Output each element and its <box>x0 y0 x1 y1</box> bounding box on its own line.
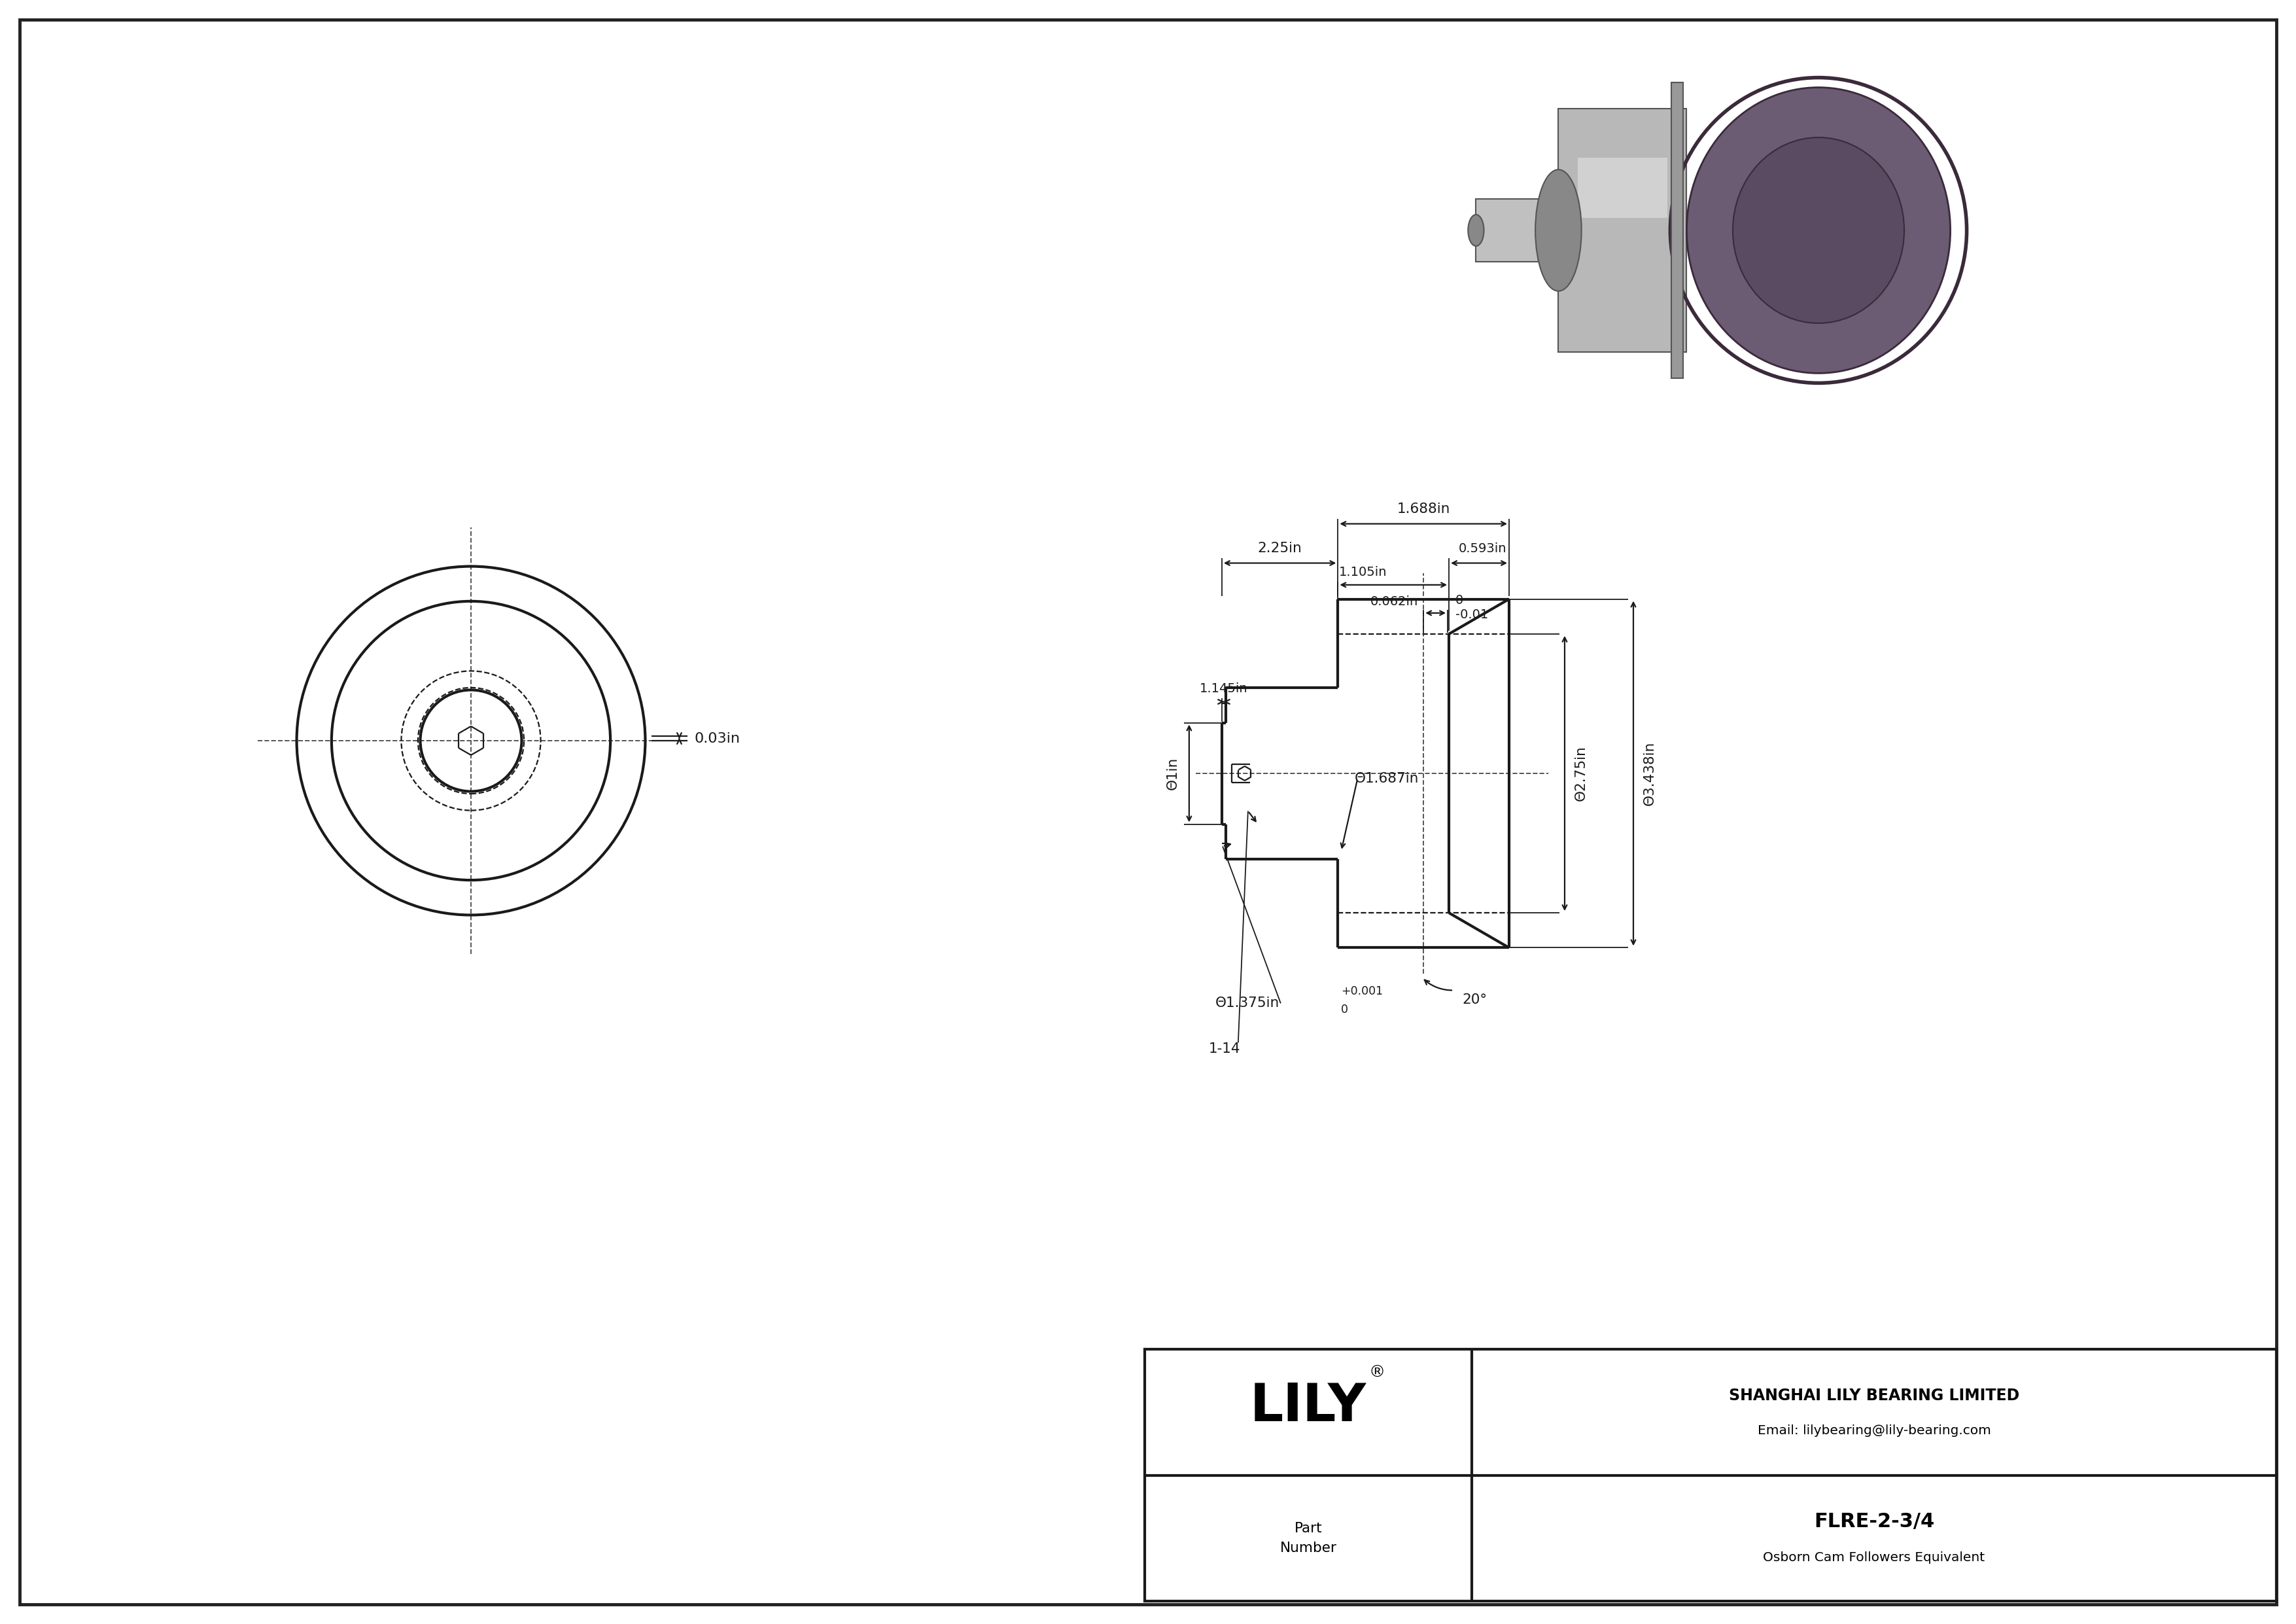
Text: -0.01: -0.01 <box>1456 609 1488 620</box>
Bar <box>1559 109 1688 352</box>
Text: Part
Number: Part Number <box>1279 1522 1336 1554</box>
Text: +0.001: +0.001 <box>1341 986 1382 997</box>
Ellipse shape <box>1733 138 1903 323</box>
Text: 2.25in: 2.25in <box>1258 541 1302 554</box>
Text: Osborn Cam Followers Equivalent: Osborn Cam Followers Equivalent <box>1763 1551 1986 1564</box>
Text: 0: 0 <box>1456 594 1463 606</box>
Text: Email: lilybearing@lily-bearing.com: Email: lilybearing@lily-bearing.com <box>1756 1424 1991 1437</box>
Text: Θ3.438in: Θ3.438in <box>1644 741 1655 806</box>
Text: LILY: LILY <box>1249 1382 1366 1432</box>
Text: 0: 0 <box>1341 1004 1348 1015</box>
Text: 0.03in: 0.03in <box>693 732 739 745</box>
Text: ®: ® <box>1368 1366 1384 1380</box>
Text: 1.105in: 1.105in <box>1339 565 1387 578</box>
Text: SHANGHAI LILY BEARING LIMITED: SHANGHAI LILY BEARING LIMITED <box>1729 1389 2020 1403</box>
Bar <box>1577 158 1667 218</box>
Text: Θ1.687in: Θ1.687in <box>1355 771 1419 784</box>
Ellipse shape <box>1688 88 1949 374</box>
Text: FLRE-2-3/4: FLRE-2-3/4 <box>1814 1512 1933 1531</box>
Bar <box>1476 198 1564 261</box>
Text: 1-14: 1-14 <box>1208 1043 1240 1056</box>
Text: 1.688in: 1.688in <box>1396 502 1451 515</box>
Text: 20°: 20° <box>1463 994 1488 1007</box>
Ellipse shape <box>1536 169 1582 291</box>
Bar <box>1671 83 1683 378</box>
Text: Θ1in: Θ1in <box>1166 757 1180 789</box>
Text: 0.062in: 0.062in <box>1371 596 1419 607</box>
Text: Θ2.75in: Θ2.75in <box>1575 745 1587 801</box>
Ellipse shape <box>1467 214 1483 247</box>
Text: Θ1.375in: Θ1.375in <box>1215 997 1279 1010</box>
Text: 0.593in: 0.593in <box>1458 542 1506 554</box>
Text: 1.145in: 1.145in <box>1201 682 1249 695</box>
Bar <box>1146 1350 2275 1601</box>
